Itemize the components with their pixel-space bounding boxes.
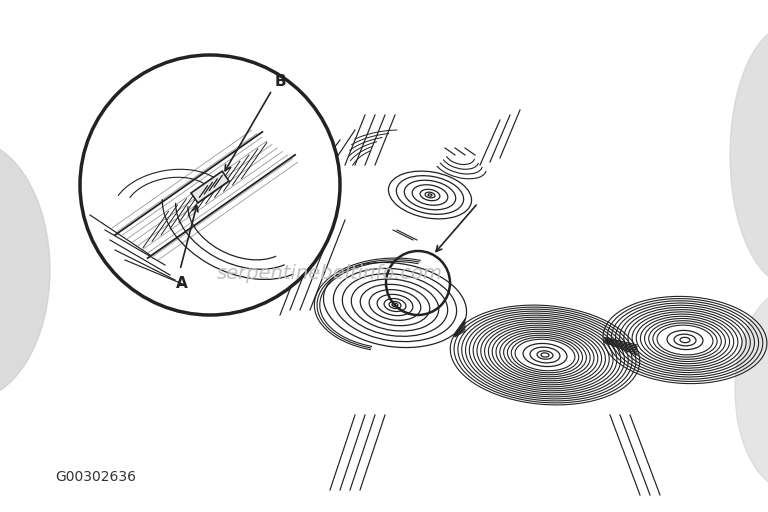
Ellipse shape xyxy=(730,25,768,285)
Ellipse shape xyxy=(0,140,50,400)
Text: G00302636: G00302636 xyxy=(55,470,136,484)
Text: A: A xyxy=(176,275,188,290)
Text: serpentinebeltinfo.com: serpentinebeltinfo.com xyxy=(217,264,443,284)
Ellipse shape xyxy=(735,290,768,490)
Circle shape xyxy=(80,55,340,315)
Bar xyxy=(191,171,229,203)
Text: B: B xyxy=(274,75,286,90)
